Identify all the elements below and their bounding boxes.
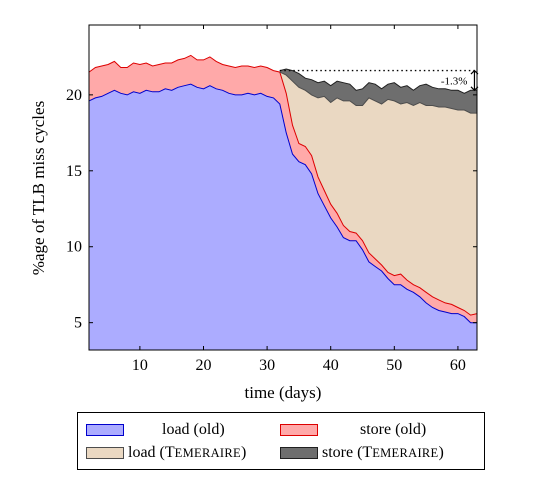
x-tick-label: 40 <box>323 357 339 374</box>
y-tick-label: 5 <box>74 315 82 332</box>
axis-ticks: 10 20 30 40 50 60 5 10 15 20 <box>66 25 477 374</box>
legend-swatch-load-old <box>86 424 124 436</box>
x-tick-label: 50 <box>386 357 402 374</box>
y-axis-label: %age of TLB miss cycles <box>29 101 48 275</box>
legend-label-load-old: load (old) <box>162 421 225 438</box>
tlb-miss-chart: -1.3% 10 20 30 40 50 60 5 10 15 20 time (days) %a… <box>29 24 479 402</box>
legend-item-load-old: load (old) <box>86 419 225 441</box>
y-tick-label: 20 <box>66 87 82 104</box>
legend-label-store-old: store (old) <box>360 421 427 438</box>
x-tick-label: 10 <box>132 357 148 374</box>
legend-item-load-temeraire: load (TEMERAIRE) <box>86 442 246 464</box>
x-tick-label: 20 <box>195 357 211 374</box>
line-store-old <box>88 54 478 316</box>
legend-swatch-store-temeraire <box>280 447 318 459</box>
area-load-old <box>89 84 477 350</box>
x-tick-label: 60 <box>450 357 466 374</box>
legend-item-store-old: store (old) <box>280 419 426 441</box>
legend: load (old) store (old) load (TEMERAIRE) … <box>77 412 485 470</box>
area-load-temeraire <box>279 72 477 316</box>
line-store-temeraire <box>279 68 477 94</box>
legend-swatch-load-temeraire <box>86 447 124 459</box>
line-load-temeraire <box>279 71 477 114</box>
area-layers <box>88 54 478 350</box>
annotation-label: -1.3% <box>441 75 468 87</box>
legend-item-store-temeraire: store (TEMERAIRE) <box>280 442 444 464</box>
legend-label-load-temeraire: load (TEMERAIRE) <box>128 444 247 461</box>
area-store-old <box>89 55 477 323</box>
plot-frame <box>88 24 478 351</box>
y-tick-label: 10 <box>66 239 82 256</box>
legend-swatch-store-old <box>280 424 318 436</box>
legend-label-store-temeraire: store (TEMERAIRE) <box>322 444 444 461</box>
y-tick-label: 15 <box>66 163 82 180</box>
x-axis-label: time (days) <box>245 383 322 402</box>
line-load-old <box>88 83 477 324</box>
area-store-temeraire <box>279 69 477 114</box>
x-tick-label: 30 <box>259 357 275 374</box>
